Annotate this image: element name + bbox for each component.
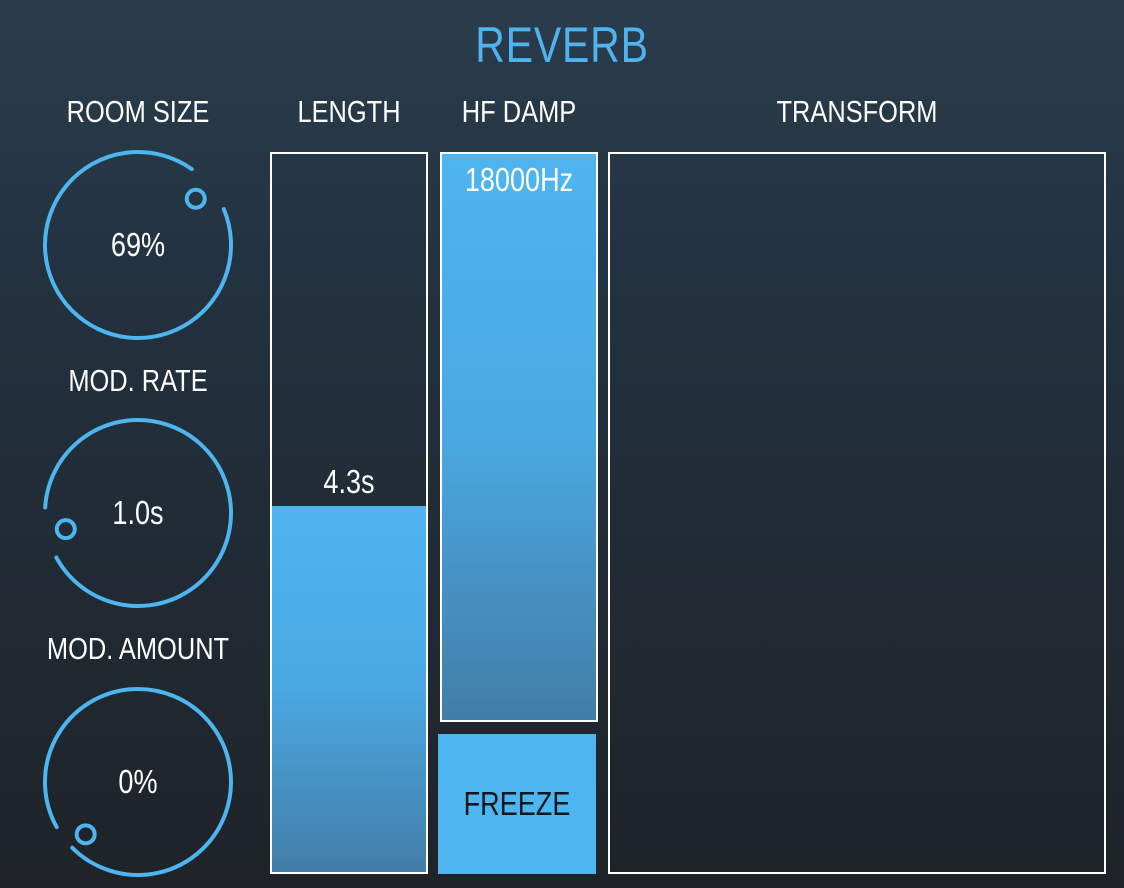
plugin-title: REVERB [475, 17, 649, 73]
room-size-value: 69% [110, 226, 166, 263]
hf-damp-value: 18000Hz [464, 161, 574, 198]
mod-rate-value: 1.0s [112, 494, 164, 531]
length-slider[interactable]: 4.3s [270, 152, 428, 874]
transform-xy-pad[interactable] [608, 152, 1106, 874]
freeze-button[interactable]: FREEZE [438, 734, 596, 874]
length-value: 4.3s [323, 463, 375, 500]
knob-ring-icon [43, 150, 233, 340]
mod-rate-knob[interactable]: 1.0s [38, 413, 238, 613]
hf-damp-label: HF DAMP [461, 94, 577, 129]
room-size-label: ROOM SIZE [66, 94, 210, 129]
hf-damp-slider[interactable]: 18000Hz [440, 152, 598, 722]
length-slider-fill [272, 506, 426, 872]
room-size-knob[interactable]: 69% [38, 145, 238, 345]
mod-amount-knob[interactable]: 0% [38, 682, 238, 882]
mod-amount-label: MOD. AMOUNT [46, 631, 230, 666]
mod-amount-value: 0% [118, 763, 158, 800]
knob-ring-icon [43, 418, 233, 608]
hf-damp-slider-fill [442, 154, 596, 720]
mod-rate-label: MOD. RATE [68, 363, 208, 398]
knob-ring-icon [42, 687, 233, 877]
length-label: LENGTH [297, 94, 401, 129]
transform-label: TRANSFORM [776, 94, 938, 129]
freeze-button-label: FREEZE [463, 785, 571, 822]
